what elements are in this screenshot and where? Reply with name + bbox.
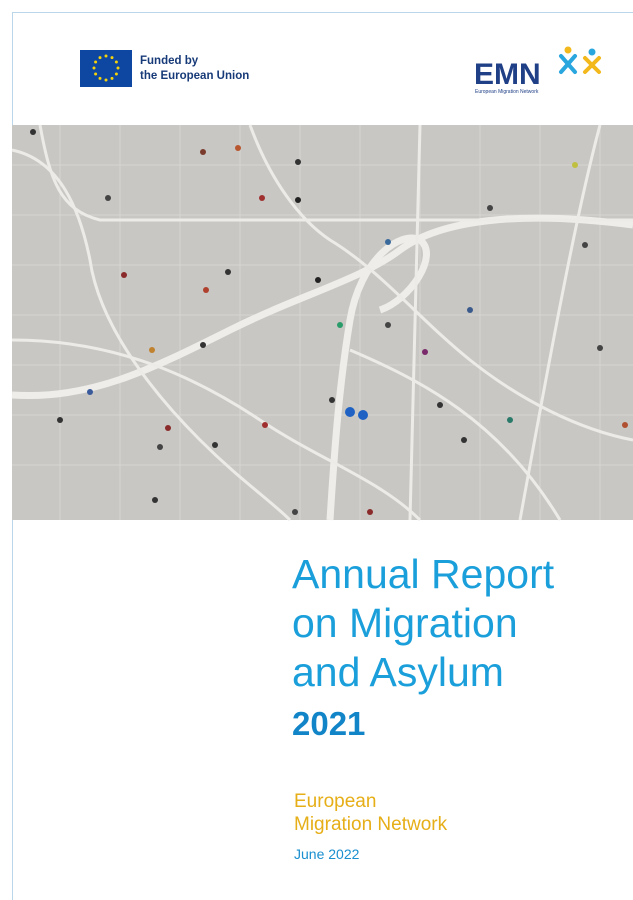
title-year: 2021 xyxy=(292,705,365,742)
title-line: and Asylum xyxy=(292,649,504,695)
title-line: on Migration xyxy=(292,600,518,646)
publisher-line: Migration Network xyxy=(294,814,448,835)
funding-line: the European Union xyxy=(140,70,249,82)
logo-acronym: EMN xyxy=(474,58,541,91)
funding-line: Funded by xyxy=(140,55,199,67)
cover: Funded by the European Union EMN Europea… xyxy=(0,0,633,900)
cover-photo xyxy=(12,125,633,520)
title-line: Annual Report xyxy=(292,551,555,597)
publisher-line: European xyxy=(294,791,376,812)
publication-date: June 2022 xyxy=(294,846,360,862)
eu-flag xyxy=(80,50,132,87)
page: Funded by the European Union EMN Europea… xyxy=(0,0,633,900)
logo-name: European Migration Network xyxy=(475,89,539,95)
